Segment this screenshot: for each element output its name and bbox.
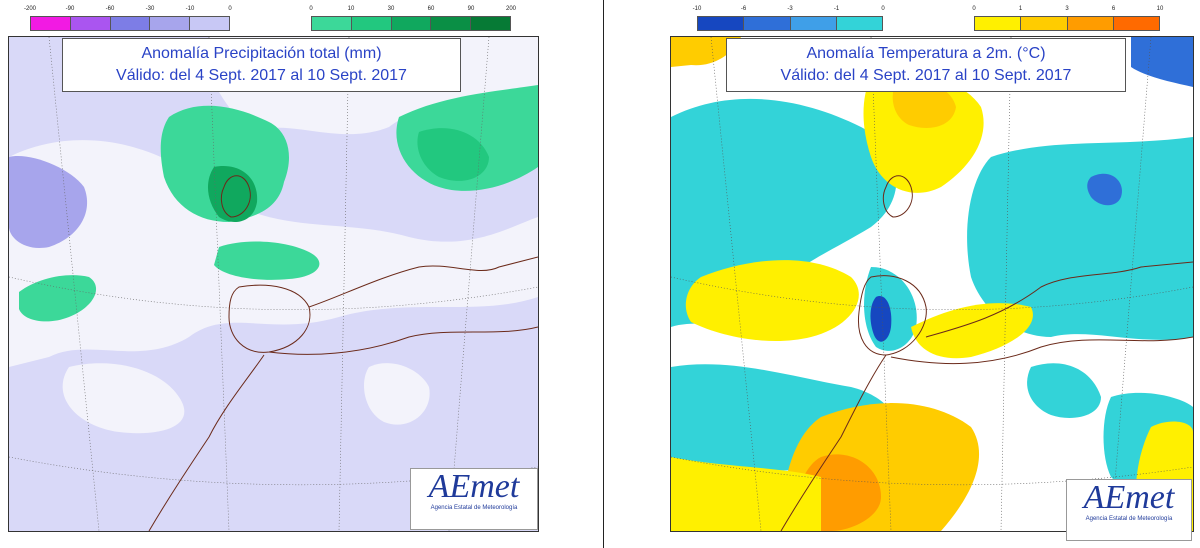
precip-negative-ticks: -200 -90 -60 -30 -10 0 <box>24 6 232 16</box>
precip-france-excess <box>214 241 320 280</box>
precip-coastlines <box>148 175 538 531</box>
temp-north-strong-cold <box>1131 37 1193 87</box>
precip-atlantic-deficit <box>9 156 88 248</box>
precip-map-svg <box>9 37 538 531</box>
precip-africa-normal-patch <box>364 363 430 425</box>
temp-positive-legend: 0 1 3 6 10 <box>972 6 1163 31</box>
precip-title: Anomalía Precipitación total (mm) <box>141 45 382 62</box>
temp-map-svg <box>671 37 1193 531</box>
precip-positive-ticks: 0 10 30 60 90 200 <box>309 6 516 16</box>
precip-positive-legend: 0 10 30 60 90 200 <box>309 6 516 31</box>
temp-positive-swatches <box>974 16 1160 31</box>
precip-positive-tick-1: 10 <box>347 6 355 12</box>
aemet-logo-right-subtitle: Agencia Estatal de Meteorología <box>1085 516 1173 522</box>
aemet-logo-left: AEmet Agencia Estatal de Meteorología <box>410 468 538 530</box>
precip-scandinavia-strong-excess <box>417 128 489 181</box>
temp-positive-tick-3: 6 <box>1111 6 1116 12</box>
temp-positive-tick-2: 3 <box>1065 6 1069 12</box>
precip-positive-tick-5: 200 <box>505 6 517 12</box>
temp-graticule <box>671 37 1193 531</box>
precip-negative-tick-2: -60 <box>105 6 115 12</box>
precip-uk-excess <box>160 105 289 222</box>
precip-negative-tick-5: 0 <box>228 6 232 12</box>
temp-atlantic-warm <box>685 260 859 342</box>
precip-positive-tick-3: 60 <box>427 6 435 12</box>
aemet-logo-left-subtitle: Agencia Estatal de Meteorología <box>430 505 518 511</box>
temp-negative-legend: -10 -6 -3 -1 0 <box>693 6 885 31</box>
temp-northwest-warm <box>671 37 741 67</box>
precip-positive-tick-0: 0 <box>309 6 313 12</box>
precip-positive-tick-2: 30 <box>387 6 395 12</box>
aemet-logo-right-text: AEmet <box>1083 479 1175 516</box>
panel-divider <box>603 0 604 548</box>
precip-negative-tick-0: -200 <box>23 6 37 12</box>
temp-scandinavia-warm <box>892 80 956 128</box>
temp-positive-tick-1: 1 <box>1018 6 1023 12</box>
temp-coastlines <box>780 175 1193 531</box>
precip-positive-swatches <box>311 16 511 31</box>
temp-negative-tick-1: -6 <box>740 6 747 12</box>
temp-positive-tick-4: 10 <box>1156 6 1164 12</box>
temp-title-box: Anomalía Temperatura a 2m. (°C) Válido: … <box>726 38 1126 92</box>
temp-central-europe-strong-cold <box>1087 173 1122 206</box>
precip-validity: Válido: del 4 Sept. 2017 al 10 Sept. 201… <box>116 67 407 84</box>
precip-atlantic-normal-patch <box>62 363 185 434</box>
precip-negative-swatches <box>30 16 230 31</box>
precip-anomaly-map <box>8 36 539 532</box>
temp-validity: Válido: del 4 Sept. 2017 al 10 Sept. 201… <box>780 67 1072 84</box>
temp-negative-tick-3: -1 <box>833 6 840 12</box>
temp-central-med-cold <box>1027 363 1101 418</box>
aemet-logo-right: AEmet Agencia Estatal de Meteorología <box>1066 479 1192 541</box>
temp-negative-swatches <box>697 16 883 31</box>
temp-negative-tick-4: 0 <box>881 6 885 12</box>
precip-atlantic-excess <box>19 275 97 322</box>
temp-med-warm <box>911 303 1033 359</box>
temp-positive-tick-0: 0 <box>972 6 976 12</box>
precip-negative-tick-3: -30 <box>145 6 155 12</box>
precip-title-box: Anomalía Precipitación total (mm) Válido… <box>62 38 461 92</box>
temp-europe-cold <box>967 137 1193 340</box>
temp-positive-ticks: 0 1 3 6 10 <box>972 6 1163 16</box>
temp-title: Anomalía Temperatura a 2m. (°C) <box>806 45 1046 62</box>
temp-west-africa-warm <box>671 457 821 531</box>
temp-negative-tick-0: -10 <box>692 6 702 12</box>
aemet-logo-left-text: AEmet <box>428 468 520 505</box>
temp-negative-tick-2: -3 <box>787 6 793 12</box>
precip-negative-tick-1: -90 <box>65 6 75 12</box>
temp-negative-ticks: -10 -6 -3 -1 0 <box>693 6 885 16</box>
precip-negative-tick-4: -10 <box>185 6 195 12</box>
precip-negative-legend: -200 -90 -60 -30 -10 0 <box>24 6 232 31</box>
temperature-anomaly-map <box>670 36 1194 532</box>
precip-positive-tick-4: 90 <box>467 6 475 12</box>
